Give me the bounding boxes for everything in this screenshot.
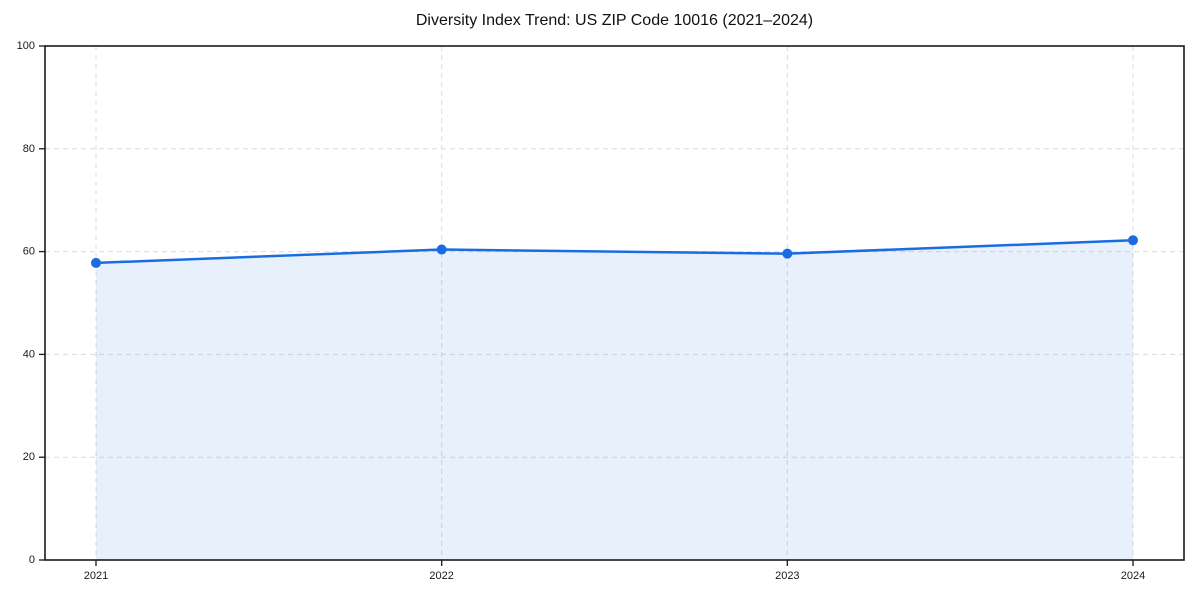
- data-point-marker: [1128, 235, 1138, 246]
- data-point-marker: [91, 257, 101, 268]
- plot-area: [45, 46, 1184, 560]
- x-tick-label: 2023: [775, 570, 799, 582]
- y-tick-label: 80: [23, 143, 35, 155]
- trend-line: [94, 239, 1135, 265]
- chart-title: Diversity Index Trend: US ZIP Code 10016…: [415, 12, 814, 29]
- y-tick-label: 0: [29, 554, 35, 566]
- y-tick-label: 100: [17, 40, 35, 52]
- data-point-marker: [436, 244, 447, 255]
- x-tick-label: 2021: [84, 570, 108, 582]
- area-fill: [96, 240, 1133, 561]
- x-tick-label: 2024: [1121, 570, 1145, 582]
- axes-box: [44, 45, 1185, 561]
- data-point-marker: [782, 248, 793, 259]
- y-tick-label: 60: [23, 246, 35, 258]
- x-tick-label: 2022: [429, 570, 453, 582]
- y-tick-label: 20: [23, 451, 35, 463]
- y-tick-label: 40: [23, 348, 35, 360]
